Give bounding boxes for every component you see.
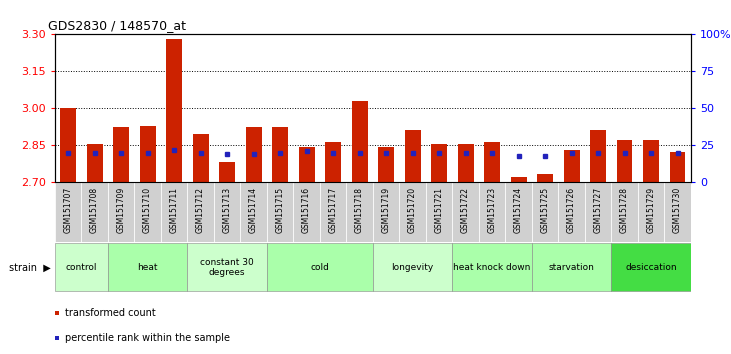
Text: GSM151718: GSM151718 (355, 187, 364, 233)
Bar (192, 134, 208, 182)
FancyBboxPatch shape (452, 244, 531, 291)
Text: GSM151714: GSM151714 (249, 187, 258, 233)
Text: GSM151715: GSM151715 (276, 187, 284, 233)
Bar (325, 142, 341, 182)
Bar (166, 39, 182, 182)
Text: GSM151722: GSM151722 (461, 187, 470, 233)
Text: GSM151709: GSM151709 (116, 187, 126, 233)
Bar (643, 140, 659, 182)
Bar (246, 127, 262, 182)
Text: GSM151711: GSM151711 (170, 187, 178, 233)
FancyBboxPatch shape (611, 182, 637, 242)
Text: GSM151721: GSM151721 (434, 187, 444, 233)
FancyBboxPatch shape (107, 182, 135, 242)
FancyBboxPatch shape (346, 182, 373, 242)
Text: GSM151727: GSM151727 (594, 187, 602, 233)
Bar (298, 147, 314, 182)
Text: desiccation: desiccation (625, 263, 677, 272)
Text: GSM151716: GSM151716 (302, 187, 311, 233)
Text: GSM151720: GSM151720 (408, 187, 417, 233)
FancyBboxPatch shape (107, 244, 187, 291)
FancyBboxPatch shape (55, 182, 81, 242)
FancyBboxPatch shape (319, 182, 346, 242)
FancyBboxPatch shape (399, 182, 425, 242)
Bar (564, 150, 580, 182)
Bar (590, 130, 606, 182)
Text: GSM151713: GSM151713 (222, 187, 232, 233)
FancyBboxPatch shape (531, 244, 611, 291)
FancyBboxPatch shape (187, 182, 213, 242)
FancyBboxPatch shape (611, 244, 691, 291)
FancyBboxPatch shape (373, 244, 452, 291)
FancyBboxPatch shape (479, 182, 505, 242)
FancyBboxPatch shape (240, 182, 267, 242)
Text: GSM151717: GSM151717 (328, 187, 338, 233)
Text: GSM151719: GSM151719 (382, 187, 390, 233)
Bar (113, 127, 129, 182)
Text: GSM151708: GSM151708 (90, 187, 99, 233)
FancyBboxPatch shape (187, 244, 267, 291)
Bar (404, 130, 420, 182)
FancyBboxPatch shape (558, 182, 585, 242)
Text: starvation: starvation (548, 263, 594, 272)
FancyBboxPatch shape (531, 182, 558, 242)
Text: longevity: longevity (391, 263, 433, 272)
Text: GSM151723: GSM151723 (488, 187, 496, 233)
Text: GSM151707: GSM151707 (64, 187, 72, 233)
FancyBboxPatch shape (267, 244, 373, 291)
Text: GSM151728: GSM151728 (620, 187, 629, 233)
FancyBboxPatch shape (664, 182, 691, 242)
FancyBboxPatch shape (452, 182, 479, 242)
Text: cold: cold (311, 263, 329, 272)
Bar (378, 147, 394, 182)
FancyBboxPatch shape (81, 182, 107, 242)
FancyBboxPatch shape (267, 182, 293, 242)
Bar (86, 144, 102, 182)
Text: GSM151729: GSM151729 (646, 187, 656, 233)
Text: percentile rank within the sample: percentile rank within the sample (65, 333, 230, 343)
FancyBboxPatch shape (425, 182, 452, 242)
Text: GSM151730: GSM151730 (673, 187, 682, 233)
Bar (431, 144, 447, 182)
Text: GDS2830 / 148570_at: GDS2830 / 148570_at (48, 19, 186, 32)
Bar (484, 142, 500, 182)
Bar (60, 108, 76, 182)
Bar (616, 140, 632, 182)
FancyBboxPatch shape (55, 244, 107, 291)
Bar (537, 175, 553, 182)
FancyBboxPatch shape (373, 182, 399, 242)
FancyBboxPatch shape (585, 182, 611, 242)
FancyBboxPatch shape (135, 182, 161, 242)
FancyBboxPatch shape (293, 182, 319, 242)
Bar (272, 127, 288, 182)
FancyBboxPatch shape (505, 182, 531, 242)
Text: GSM151712: GSM151712 (196, 187, 205, 233)
FancyBboxPatch shape (161, 182, 187, 242)
Bar (219, 162, 235, 182)
Bar (140, 126, 156, 182)
FancyBboxPatch shape (637, 182, 664, 242)
Bar (458, 144, 474, 182)
Text: constant 30
degrees: constant 30 degrees (200, 258, 254, 277)
Text: strain  ▶: strain ▶ (10, 262, 51, 272)
Text: GSM151725: GSM151725 (540, 187, 550, 233)
Text: control: control (66, 263, 97, 272)
Text: heat knock down: heat knock down (453, 263, 531, 272)
Text: GSM151724: GSM151724 (514, 187, 523, 233)
Text: transformed count: transformed count (65, 308, 156, 318)
FancyBboxPatch shape (213, 182, 240, 242)
Bar (352, 101, 368, 182)
Text: GSM151726: GSM151726 (567, 187, 576, 233)
Bar (510, 177, 526, 182)
Text: GSM151710: GSM151710 (143, 187, 152, 233)
Text: heat: heat (137, 263, 158, 272)
Bar (670, 152, 686, 182)
